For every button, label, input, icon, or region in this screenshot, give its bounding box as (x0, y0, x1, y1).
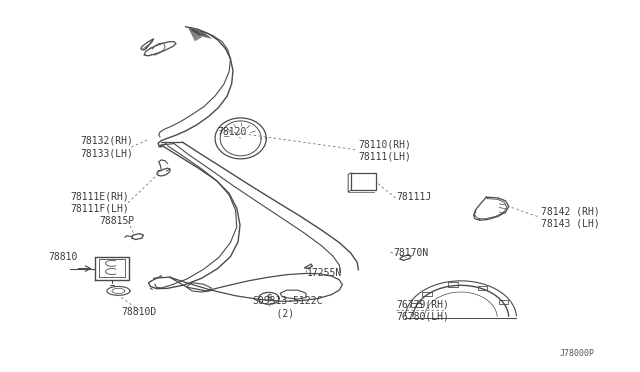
Text: S09313-5122C
    (2): S09313-5122C (2) (253, 296, 323, 318)
Bar (422, 292, 431, 296)
Text: 76779(RH)
76780(LH): 76779(RH) 76780(LH) (397, 299, 450, 322)
Text: 17255N: 17255N (307, 269, 342, 278)
Text: 78810: 78810 (48, 252, 77, 262)
Bar (449, 282, 458, 287)
Text: 78110(RH)
78111(LH): 78110(RH) 78111(LH) (358, 140, 412, 162)
Text: 78132(RH)
78133(LH): 78132(RH) 78133(LH) (80, 136, 133, 158)
Text: 78810D: 78810D (122, 308, 157, 317)
Text: 78815P: 78815P (99, 217, 134, 226)
Bar (478, 286, 488, 290)
Bar (499, 300, 508, 304)
Text: 78120: 78120 (218, 127, 247, 137)
Text: S: S (266, 294, 271, 303)
Text: 78111J: 78111J (397, 192, 432, 202)
Text: J78000P: J78000P (560, 349, 595, 358)
Text: 78170N: 78170N (394, 248, 429, 258)
Text: 78142 (RH)
78143 (LH): 78142 (RH) 78143 (LH) (541, 206, 600, 229)
Text: 78111E(RH)
78111F(LH): 78111E(RH) 78111F(LH) (70, 192, 129, 214)
Bar (412, 303, 421, 307)
